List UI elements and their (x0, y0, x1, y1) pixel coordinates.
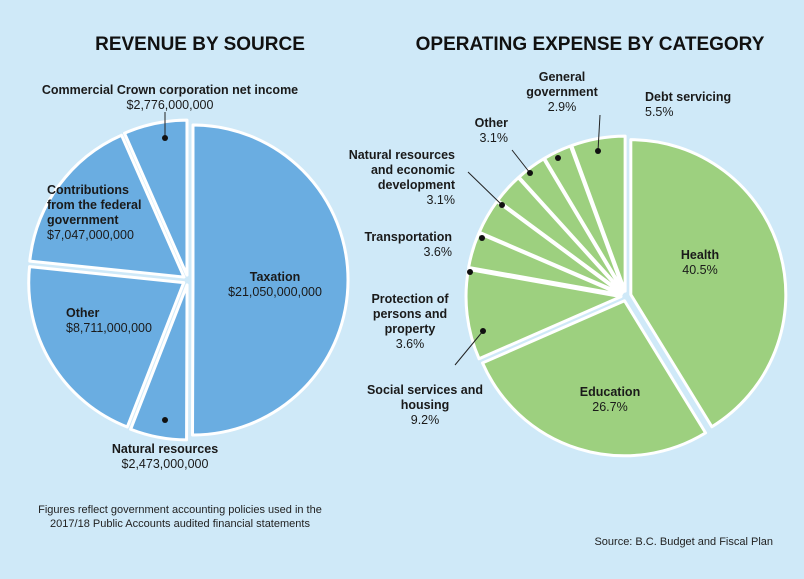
value-label: 40.5% (682, 263, 718, 277)
slice-label: Transportation 3.6% (340, 230, 452, 260)
chart-title: REVENUE BY SOURCE (95, 34, 305, 55)
pie-slice (129, 283, 189, 442)
leader-line (454, 330, 484, 366)
pie-slice (570, 134, 627, 293)
pie-slice (28, 133, 186, 279)
leader-dot (162, 417, 168, 423)
leader-dot (595, 148, 601, 154)
source: Source: B.C. Budget and Fiscal Plan (594, 536, 773, 548)
value-label: 2.9% (547, 100, 577, 114)
value-label: 3.6% (423, 245, 453, 259)
slice-label: Contributions from the federal governmen… (47, 183, 157, 243)
leader-dot (480, 328, 486, 334)
slice-label: Social services and housing 9.2% (360, 383, 490, 428)
category-label: Transportation (364, 230, 452, 244)
pie-slice (481, 299, 708, 458)
slice-label: Other $8,711,000,000 (66, 306, 176, 336)
category-label: Other (474, 116, 508, 130)
value-label: 3.1% (479, 131, 509, 145)
category-label: Taxation (249, 270, 301, 284)
category-label: Debt servicing (645, 90, 732, 104)
category-label: Other (66, 306, 100, 320)
value-label: $8,711,000,000 (66, 321, 152, 335)
category-label: Social services and housing (366, 383, 484, 412)
value-label: 9.2% (410, 413, 440, 427)
category-label: General government (526, 70, 598, 99)
category-label: Protection of persons and property (371, 292, 449, 336)
leader-dot (479, 235, 485, 241)
slice-label: Education 26.7% (550, 385, 670, 415)
leader-line (597, 114, 601, 152)
category-label: Natural resources and economic developme… (348, 148, 455, 192)
slice-label: Other 3.1% (420, 116, 508, 146)
category-label: Natural resources (111, 442, 219, 456)
value-label: 3.1% (426, 193, 456, 207)
value-label: $2,473,000,000 (121, 457, 209, 471)
value-label: $2,776,000,000 (126, 98, 214, 112)
leader-dot (162, 135, 168, 141)
leader-dot (499, 202, 505, 208)
slice-label: Natural resources $2,473,000,000 (80, 442, 250, 472)
value-label: $21,050,000,000 (228, 285, 322, 299)
slice-label: Debt servicing 5.5% (645, 90, 745, 120)
footnote: Figures reflect government accounting po… (38, 504, 322, 530)
category-label: Commercial Crown corporation net income (41, 83, 299, 97)
pie-slice (629, 138, 788, 429)
category-label: Health (680, 248, 720, 262)
value-label: 3.6% (395, 337, 425, 351)
leader-line (511, 149, 531, 174)
slice-label: Health 40.5% (640, 248, 760, 278)
category-label: Education (579, 385, 641, 399)
chart-title: OPERATING EXPENSE BY CATEGORY (415, 34, 765, 55)
slice-label: Taxation $21,050,000,000 (200, 270, 350, 300)
pie-slice (27, 265, 186, 429)
leader-dot (527, 170, 533, 176)
leader-dot (555, 155, 561, 161)
leader-line (467, 171, 503, 206)
slice-label: Commercial Crown corporation net income $… (20, 83, 320, 113)
leader-dot (467, 269, 473, 275)
value-label: 26.7% (592, 400, 628, 414)
slice-label: Protection of persons and property 3.6% (355, 292, 465, 352)
slice-label: General government 2.9% (502, 70, 622, 115)
pie-slice (123, 118, 189, 277)
value-label: 5.5% (645, 105, 674, 119)
slice-label: Natural resources and economic developme… (330, 148, 455, 208)
category-label: Contributions from the federal governmen… (47, 183, 142, 227)
value-label: $7,047,000,000 (47, 228, 134, 242)
pie-slice (191, 123, 350, 437)
